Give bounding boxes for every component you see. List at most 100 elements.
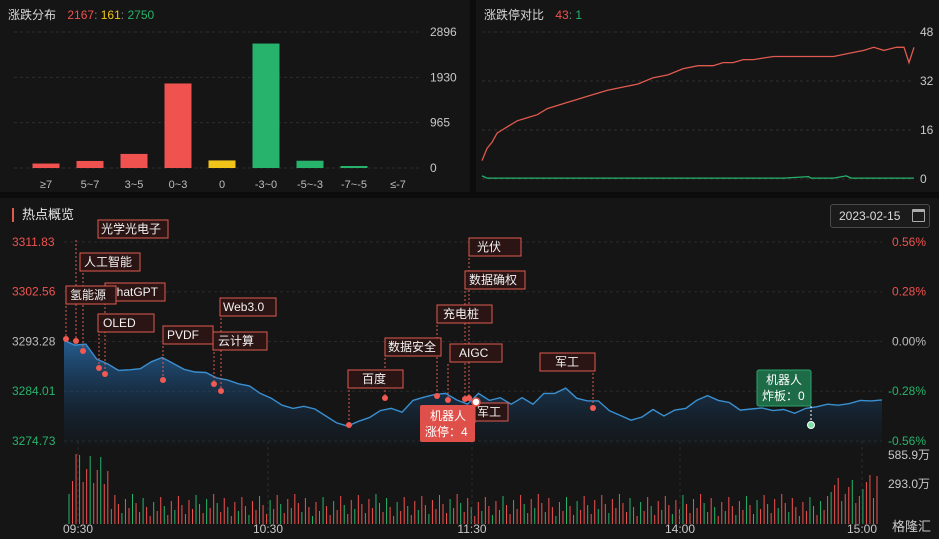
tooltip-green-box — [756, 369, 812, 407]
y-tick-label-right: -0.28% — [888, 384, 926, 398]
x-tick-label: 3~5 — [125, 179, 144, 191]
hot-label: 军工 — [477, 405, 501, 419]
y-tick-label: 3274.73 — [12, 434, 56, 448]
x-tick-label: 15:00 — [847, 522, 877, 536]
date-picker[interactable]: 2023-02-15 — [830, 204, 930, 228]
label-dot — [73, 338, 79, 344]
hot-label: 军工 — [555, 355, 579, 369]
index-chart[interactable]: 3311.83 0.56% 3302.56 0.28% 3293.28 0.00% 3284… — [0, 198, 939, 539]
hot-label-box — [212, 331, 268, 351]
y-tick-label: 48 — [920, 25, 934, 39]
distribution-label: 涨跌分布 — [8, 8, 57, 22]
y-tick-label: 16 — [920, 123, 934, 137]
x-tick-label: 11:30 — [457, 522, 486, 536]
hot-label-box — [97, 313, 155, 333]
tooltip-green-line1: 机器人 — [766, 373, 802, 387]
y-tick-label: 0 — [920, 172, 927, 186]
y-tick-label: 2896 — [430, 25, 457, 39]
tooltip-red-line1: 机器人 — [430, 409, 466, 423]
hot-label-box — [468, 237, 522, 257]
label-dot — [96, 365, 102, 371]
hot-overview-panel: 热点概览 2023-02-15 3311.83 0.56% 3302.56 0.28%… — [0, 198, 939, 539]
x-tick-label: 14:00 — [665, 522, 695, 536]
y-tick-label: 0 — [430, 161, 437, 175]
watermark: 格隆汇 — [891, 519, 931, 534]
bar — [76, 160, 104, 168]
y-tick-label: 32 — [920, 74, 934, 88]
limit-down-count: 1 — [575, 8, 583, 22]
x-tick-label: -3~0 — [255, 179, 277, 191]
bar — [340, 166, 368, 168]
flat-count: 161 — [100, 8, 121, 22]
y-tick-label: 965 — [430, 116, 450, 130]
y-tick-label: 3302.56 — [12, 285, 56, 299]
hot-label-box — [97, 219, 169, 239]
hot-label-box — [539, 352, 596, 372]
bar — [252, 43, 280, 168]
tooltip-red-box — [420, 405, 475, 442]
hot-label: 数据安全 — [388, 339, 436, 354]
y-tick-label-right: 0.56% — [892, 235, 926, 249]
label-dot — [462, 396, 468, 402]
x-tick-label: 10:30 — [253, 522, 283, 536]
hot-label: 人工智能 — [84, 254, 132, 269]
hot-label: OLED — [103, 316, 136, 330]
hot-label: 百度 — [362, 371, 386, 386]
y-tick-label: 1930 — [430, 70, 457, 84]
limit-up-count: 43 — [555, 8, 569, 22]
x-tick-label: 0~3 — [169, 179, 188, 191]
hot-label: 氢能源 — [70, 287, 106, 302]
x-tick-label: ≥7 — [40, 179, 52, 191]
label-dot — [434, 393, 440, 399]
limit-up-line — [481, 46, 915, 161]
label-dot — [80, 348, 86, 354]
limit-ratio-title: 涨跌停对比 43: 1 — [484, 8, 583, 22]
y-tick-label: 3284.01 — [12, 384, 56, 398]
distribution-chart: 2896 1930 965 0 ≥7 5~7 3~5 0~3 0 -3~0 -5~-3 -7~-5 ≤-… — [14, 25, 457, 191]
y-tick-label: 3311.83 — [12, 235, 55, 249]
calendar-icon[interactable] — [912, 209, 925, 222]
hot-label: 光伏 — [477, 240, 501, 254]
label-dot — [382, 395, 388, 401]
hot-label: 光学光电子 — [101, 221, 161, 236]
distribution-title: 涨跌分布 2167: 161: 2750 — [8, 8, 155, 22]
y-tick-label-right: -0.56% — [888, 434, 926, 448]
index-area — [64, 340, 882, 446]
volume-label: 585.9万 — [888, 448, 930, 462]
label-dot — [590, 405, 596, 411]
distribution-panel: 涨跌分布 2167: 161: 2750 2896 1930 965 0 ≥7 5~7 3~… — [0, 0, 470, 192]
x-tick-label: 5~7 — [81, 179, 100, 191]
hot-label: Web3.0 — [223, 300, 264, 314]
x-tick-label: 09:30 — [63, 522, 93, 536]
bar — [296, 160, 324, 168]
label-dot — [63, 336, 69, 342]
label-dot — [346, 422, 352, 428]
down-count: 2750 — [127, 8, 155, 22]
hot-label: 数据确权 — [469, 272, 517, 287]
x-tick-label: -5~-3 — [297, 179, 323, 191]
tooltip-green-line2: 炸板：0 — [762, 389, 805, 403]
hot-label-box — [347, 369, 404, 389]
hot-label: ChatGPT — [108, 285, 159, 299]
label-dot — [445, 397, 451, 403]
hot-overview-title: 热点概览 — [12, 208, 74, 222]
x-tick-label: 0 — [219, 179, 225, 191]
label-dot — [160, 377, 166, 383]
hot-label-box — [464, 270, 526, 290]
hot-label: 充电桩 — [443, 306, 479, 321]
date-value: 2023-02-15 — [839, 209, 901, 223]
bar — [164, 83, 192, 168]
x-tick-label: ≤-7 — [390, 179, 406, 191]
bar — [208, 160, 236, 168]
y-tick-label-right: 0.00% — [892, 335, 926, 349]
limit-down-line — [481, 175, 914, 179]
hot-label: AIGC — [459, 346, 489, 360]
volume-label: 293.0万 — [888, 477, 930, 491]
tooltip-green-marker — [807, 421, 815, 429]
hot-label-box — [436, 304, 493, 324]
hot-label-box — [79, 252, 141, 272]
x-tick-label: -7~-5 — [341, 179, 367, 191]
label-dot — [102, 371, 108, 377]
hot-label-box — [449, 343, 503, 363]
y-tick-label: 3293.28 — [12, 335, 56, 349]
